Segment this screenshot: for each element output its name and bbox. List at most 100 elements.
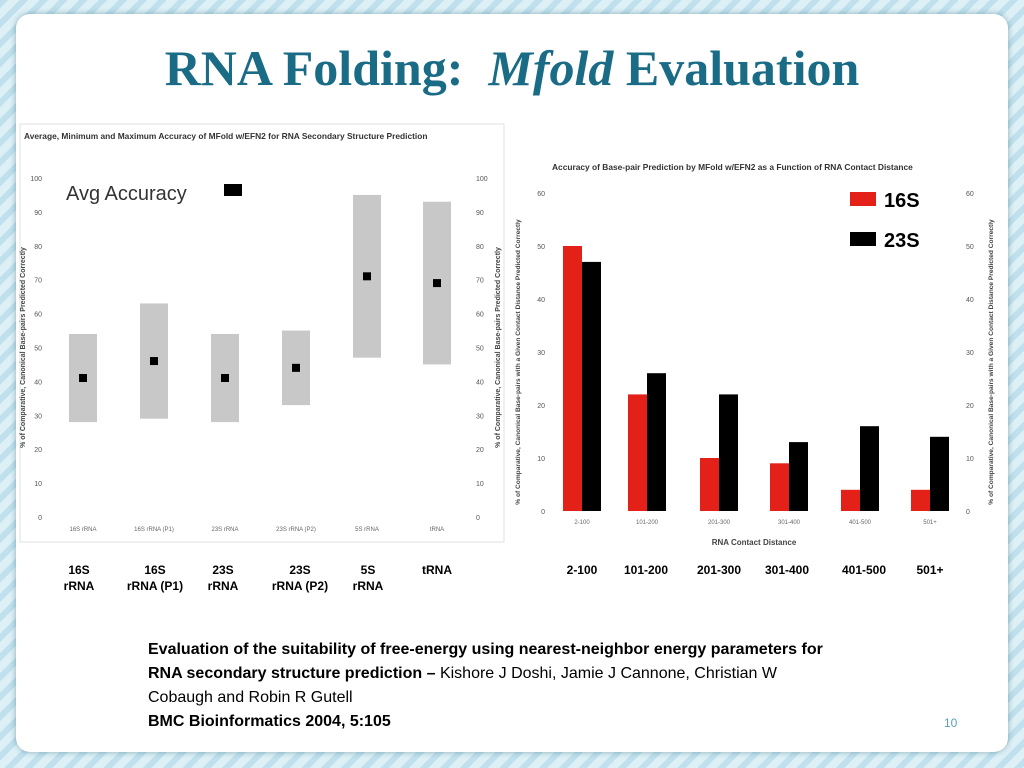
bar-y-tick-left: 40 bbox=[537, 297, 545, 304]
box-category-label: 23S rRNA bbox=[183, 562, 263, 594]
box-y-tick-right: 80 bbox=[476, 244, 484, 251]
box-chart-title: Average, Minimum and Maximum Accuracy of… bbox=[24, 131, 427, 141]
box-category-label-line1: 16S bbox=[144, 563, 166, 577]
bar-x-axis-label: RNA Contact Distance bbox=[712, 538, 797, 547]
box-y-tick-left: 10 bbox=[34, 481, 42, 488]
box-category-label-line2: rRNA bbox=[63, 579, 95, 593]
bar-legend-swatch bbox=[850, 192, 876, 206]
bar-23S bbox=[647, 373, 666, 511]
bar-category-label: 501+ bbox=[916, 563, 944, 577]
bar-23S bbox=[719, 394, 738, 511]
bar-legend-label: 23S bbox=[884, 230, 920, 252]
bar-y-tick-right: 50 bbox=[966, 244, 974, 251]
box-category-label: 16S rRNA (P1) bbox=[115, 562, 195, 594]
box-y-axis-label-right: % of Comparative, Canonical Base-pairs P… bbox=[495, 247, 502, 448]
bar-category-label: 101-200 bbox=[623, 563, 669, 577]
caption: Evaluation of the suitability of free-en… bbox=[148, 638, 828, 734]
bar-legend-label: 16S bbox=[884, 190, 920, 212]
caption-authors: Kishore J Doshi, Jamie J Cannone, Christ… bbox=[148, 665, 777, 706]
bar-category-label: 301-400 bbox=[764, 563, 810, 577]
bar-16S bbox=[628, 394, 647, 511]
bar-category-label: 201-300 bbox=[696, 563, 742, 577]
box-y-tick-left: 90 bbox=[34, 210, 42, 217]
bar-23S bbox=[930, 436, 949, 511]
bar-y-tick-left: 30 bbox=[537, 350, 545, 357]
box-category-label: 5S rRNA bbox=[328, 562, 408, 594]
bar-x-tick: 501+ bbox=[923, 520, 937, 526]
box-category-label-line1: 5S bbox=[360, 563, 376, 577]
bar-y-tick-right: 10 bbox=[966, 456, 974, 463]
bar-x-tick: 101-200 bbox=[636, 520, 659, 526]
slide-title: RNA Folding: Mfold Evaluation bbox=[0, 38, 1024, 98]
box-category-label: 16S rRNA bbox=[39, 562, 119, 594]
box-average-marker bbox=[79, 374, 87, 383]
bar-16S bbox=[563, 246, 582, 511]
box-y-tick-left: 40 bbox=[34, 379, 42, 386]
box-category-label-line1: 16S bbox=[68, 563, 90, 577]
box-average-marker bbox=[433, 279, 441, 288]
box-y-tick-left: 70 bbox=[34, 278, 42, 285]
box-category-label: tRNA bbox=[397, 562, 477, 578]
box-y-tick-left: 80 bbox=[34, 244, 42, 251]
box-y-tick-right: 40 bbox=[476, 379, 484, 386]
box-y-tick-right: 70 bbox=[476, 278, 484, 285]
box-y-tick-right: 90 bbox=[476, 210, 484, 217]
box-x-tick: 23S rRNA (P2) bbox=[276, 527, 316, 533]
bar-x-tick: 301-400 bbox=[778, 520, 801, 526]
box-average-marker bbox=[150, 357, 158, 366]
box-y-tick-right: 20 bbox=[476, 447, 484, 454]
bar-16S bbox=[770, 463, 789, 511]
box-y-tick-right: 30 bbox=[476, 413, 484, 420]
bar-y-tick-left: 10 bbox=[537, 456, 545, 463]
box-x-tick: 16S rRNA bbox=[69, 527, 96, 533]
box-x-tick: tRNA bbox=[430, 527, 444, 533]
box-category-label-line1: tRNA bbox=[422, 563, 452, 577]
caption-bold: Evaluation of the suitability of free-en… bbox=[148, 641, 823, 682]
bar-x-tick: 201-300 bbox=[708, 520, 731, 526]
box-y-tick-left: 100 bbox=[30, 176, 42, 183]
bar-x-tick: 401-500 bbox=[849, 520, 872, 526]
title-part1: RNA Folding: bbox=[164, 40, 464, 96]
bar-y-axis-label-left: % of Comparative, Canonical Base-pairs w… bbox=[515, 219, 522, 505]
bar-x-tick: 2-100 bbox=[574, 520, 590, 526]
box-y-tick-left: 30 bbox=[34, 413, 42, 420]
box-y-axis-label-left: % of Comparative, Canonical Base-pairs P… bbox=[20, 247, 27, 448]
bar-y-tick-left: 50 bbox=[537, 244, 545, 251]
box-category-label-line2: rRNA bbox=[207, 579, 239, 593]
bar-16S bbox=[911, 489, 930, 511]
bar-y-tick-left: 60 bbox=[537, 191, 545, 198]
box-y-tick-left: 60 bbox=[34, 312, 42, 319]
box-category-label-line2: rRNA (P1) bbox=[126, 579, 184, 593]
bar-16S bbox=[841, 489, 860, 511]
box-category-label-line1: 23S bbox=[212, 563, 234, 577]
bar-23S bbox=[789, 442, 808, 511]
page-number: 10 bbox=[944, 716, 958, 730]
box-average-marker bbox=[221, 374, 229, 383]
bar-23S bbox=[860, 426, 879, 511]
box-x-tick: 16S rRNA (P1) bbox=[134, 527, 174, 533]
title-italic: Mfold bbox=[488, 40, 614, 96]
box-y-tick-right: 60 bbox=[476, 312, 484, 319]
bar-category-label: 401-500 bbox=[841, 563, 887, 577]
box-legend-label: Avg Accuracy bbox=[66, 183, 187, 205]
box-y-tick-left: 0 bbox=[38, 515, 42, 522]
bar-16S bbox=[700, 458, 719, 511]
bar-y-tick-right: 40 bbox=[966, 297, 974, 304]
bar-y-tick-right: 0 bbox=[966, 509, 970, 516]
box-y-tick-right: 50 bbox=[476, 346, 484, 353]
bar-y-tick-right: 60 bbox=[966, 191, 974, 198]
box-average-marker bbox=[363, 272, 371, 281]
caption-citation: BMC Bioinformatics 2004, 5:105 bbox=[148, 713, 391, 730]
bar-chart-title: Accuracy of Base-pair Prediction by MFol… bbox=[552, 162, 913, 172]
box-y-tick-right: 100 bbox=[476, 176, 488, 183]
box-x-tick: 5S rRNA bbox=[355, 527, 379, 533]
bar-legend-swatch bbox=[850, 232, 876, 246]
bar-y-tick-left: 0 bbox=[541, 509, 545, 516]
box-x-tick: 23S rRNA bbox=[211, 527, 238, 533]
bar-y-tick-right: 20 bbox=[966, 403, 974, 410]
box-y-tick-left: 50 bbox=[34, 346, 42, 353]
box-average-marker bbox=[292, 363, 300, 372]
bar-category-label: 2-100 bbox=[566, 563, 598, 577]
